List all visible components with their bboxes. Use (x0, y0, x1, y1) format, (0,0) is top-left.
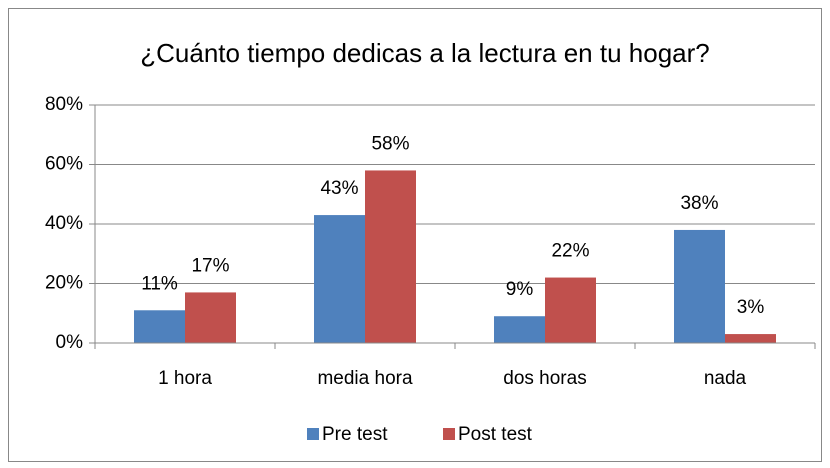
bar (314, 215, 365, 343)
data-label: 3% (737, 297, 765, 318)
x-tick-label: dos horas (503, 368, 586, 389)
bar (185, 292, 236, 343)
x-tick-label: media hora (317, 368, 412, 389)
data-label: 17% (191, 255, 229, 276)
data-label: 11% (141, 273, 178, 294)
legend-swatch (307, 428, 319, 440)
bar (674, 229, 725, 343)
bar (545, 277, 596, 343)
bar (134, 310, 185, 343)
data-label: 38% (680, 193, 718, 214)
data-label: 22% (551, 241, 589, 262)
y-tick-label: 40% (45, 213, 83, 234)
chart-title: ¿Cuánto tiempo dedicas a la lectura en t… (140, 38, 709, 68)
legend-label: Post test (458, 424, 533, 445)
bar (725, 334, 776, 343)
data-label: 58% (371, 133, 409, 154)
y-tick-label: 20% (45, 273, 83, 294)
x-tick-label: 1 hora (158, 368, 212, 389)
data-label: 43% (320, 178, 358, 199)
bar (494, 316, 545, 343)
y-tick-label: 80% (45, 94, 83, 115)
legend-swatch (443, 428, 455, 440)
legend-label: Pre test (322, 424, 388, 445)
y-tick-label: 60% (45, 154, 83, 175)
bar (365, 170, 416, 343)
y-tick-label: 0% (56, 332, 84, 353)
x-tick-label: nada (704, 368, 747, 389)
data-label: 9% (506, 279, 534, 300)
